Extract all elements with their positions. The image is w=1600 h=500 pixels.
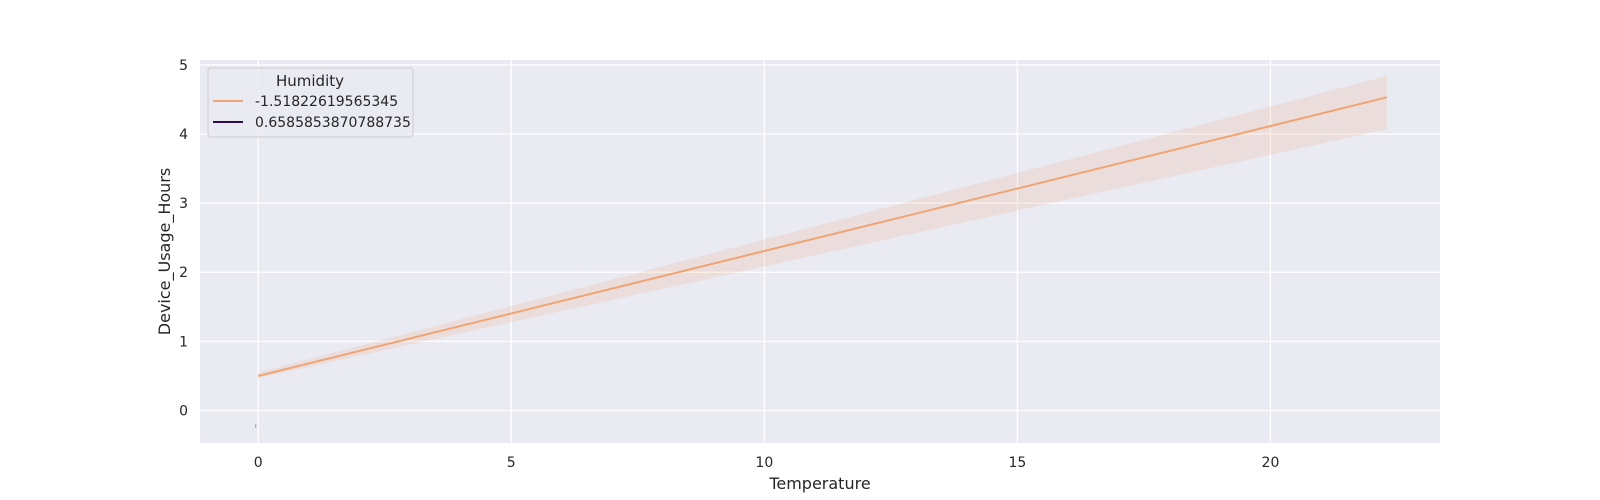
y-tick-label: 4: [179, 127, 188, 143]
x-tick-label: 15: [1008, 455, 1026, 471]
y-axis-ticks: 0 1 2 3 4 5: [179, 58, 188, 420]
grid: [200, 60, 1440, 443]
confidence-band-0: [258, 75, 1387, 379]
series-line-0: [257, 96, 1388, 377]
legend-entry-label: -1.51822619565345: [255, 94, 398, 110]
legend-entry-label: 0.6585853870788735: [255, 115, 411, 131]
y-tick-label: 5: [179, 58, 188, 74]
legend-box: [207, 67, 414, 138]
x-tick-label: 5: [507, 455, 516, 471]
y-axis-label: Device_Usage_Hours: [155, 168, 175, 335]
x-tick-label: 20: [1262, 455, 1280, 471]
y-tick-label: 0: [179, 404, 188, 420]
x-tick-label: 0: [254, 455, 263, 471]
x-axis-ticks: 0 5 10 15 20: [254, 455, 1280, 471]
series-lines: [255, 96, 1388, 428]
y-tick-label: 3: [179, 196, 188, 212]
y-tick-label: 2: [179, 265, 188, 281]
legend-title: Humidity: [276, 72, 344, 90]
legend: Humidity -1.51822619565345 0.658585387078…: [207, 67, 414, 138]
x-tick-label: 10: [755, 455, 773, 471]
x-axis-label: Temperature: [768, 474, 870, 493]
confidence-bands: [258, 75, 1387, 379]
y-tick-label: 1: [179, 334, 188, 350]
